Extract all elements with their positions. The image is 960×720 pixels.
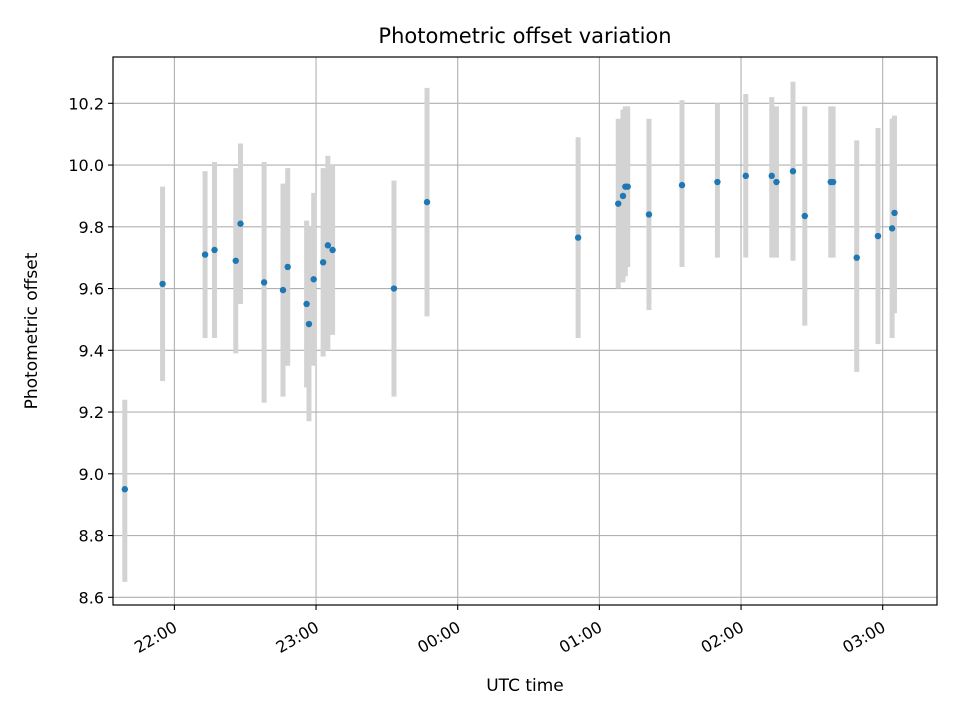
chart-title: Photometric offset variation: [378, 24, 671, 48]
data-point: [232, 257, 239, 264]
data-point: [574, 234, 582, 241]
y-axis-title: Photometric offset: [22, 252, 42, 409]
data-point: [645, 211, 653, 218]
data-point: [678, 181, 686, 189]
x-axis-title: UTC time: [486, 676, 564, 696]
y-tick-label: 9.8: [79, 218, 104, 237]
data-point: [121, 486, 129, 493]
data-point: [305, 320, 313, 328]
data-point: [237, 220, 244, 227]
data-point: [829, 178, 837, 186]
data-point: [303, 300, 310, 308]
data-point: [742, 172, 749, 180]
data-point: [201, 251, 209, 258]
data-point: [888, 225, 896, 232]
data-points: [121, 168, 898, 493]
y-tick-label: 9.4: [79, 341, 104, 360]
y-tick-label: 10.2: [68, 94, 104, 113]
data-point: [260, 279, 268, 286]
data-point: [615, 200, 622, 207]
data-point: [211, 246, 218, 254]
data-point: [159, 280, 166, 288]
data-point: [329, 246, 336, 254]
data-point: [423, 198, 431, 206]
data-point: [891, 209, 898, 217]
data-point: [319, 259, 327, 266]
y-tick-label: 9.0: [79, 465, 104, 484]
y-axis-ticks: 8.6 8.8 9.0 9.2 9.4 9.6 9.8 10.0 10.2: [68, 94, 113, 607]
data-point: [390, 285, 398, 292]
data-point: [714, 178, 721, 186]
y-tick-label: 10.0: [68, 156, 104, 175]
data-point: [284, 263, 291, 271]
data-point: [279, 286, 287, 294]
data-point: [310, 276, 317, 283]
data-point: [324, 242, 332, 249]
y-tick-label: 8.8: [79, 527, 104, 546]
data-point: [768, 172, 775, 180]
data-point: [789, 168, 797, 175]
data-point: [853, 254, 860, 261]
plot-frame: [112, 56, 938, 606]
y-tick-label: 9.6: [79, 280, 104, 299]
data-point: [874, 232, 882, 240]
y-tick-label: 8.6: [79, 588, 104, 607]
grid-lines: [113, 57, 937, 605]
data-point: [773, 178, 780, 186]
data-point: [624, 183, 631, 190]
data-point: [619, 192, 627, 200]
y-tick-label: 9.2: [79, 403, 104, 422]
data-point: [801, 212, 808, 220]
